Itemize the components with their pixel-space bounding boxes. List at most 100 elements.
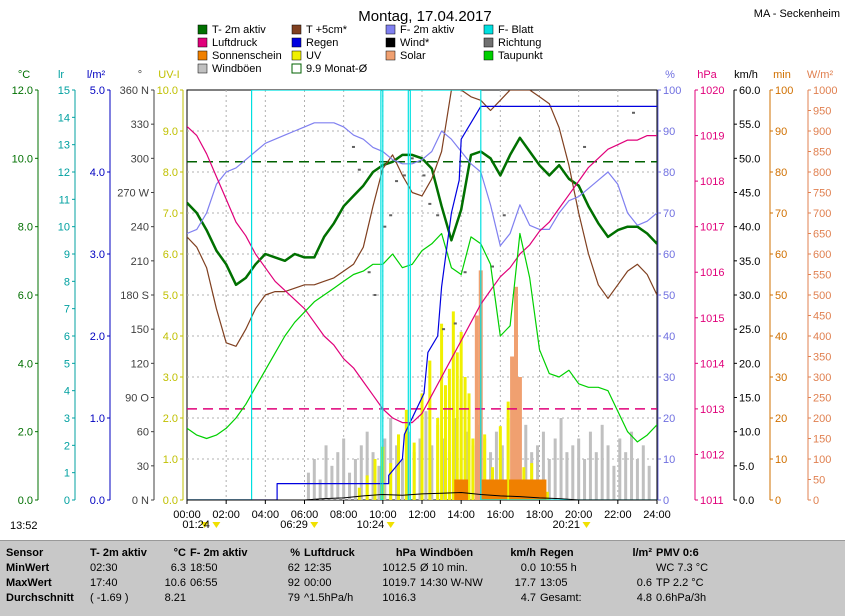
bar-sonnenschein	[516, 479, 523, 500]
y-tick-label: 330	[131, 119, 149, 131]
y-tick-label: 1016	[700, 267, 724, 279]
bar-windb-en	[383, 438, 387, 500]
y-tick-label: 10	[58, 222, 70, 234]
stats-col-pressure-unit: hPa	[395, 546, 416, 559]
y-tick-label: 13	[58, 140, 70, 152]
y-tick-label: 0 N	[132, 495, 149, 507]
y-tick-label: 360 N	[120, 85, 149, 97]
y-tick-label: 80	[663, 167, 675, 179]
y-tick-label: 5.0	[90, 85, 105, 97]
bar-solar	[514, 286, 518, 500]
bar-windb-en	[312, 459, 316, 500]
y-tick-label: 150	[813, 434, 831, 446]
y-tick-label: 300	[131, 153, 149, 165]
legend-swatch	[385, 50, 396, 61]
axis-unit-label: %	[665, 69, 675, 81]
y-tick-label: 750	[813, 188, 831, 200]
bar-uv	[373, 459, 377, 500]
bar-solar	[510, 356, 515, 500]
y-tick-label: 1012	[700, 449, 724, 461]
legend-label: UV	[306, 50, 322, 62]
bar-uv	[428, 360, 432, 500]
series-t-5cm-	[187, 90, 657, 347]
bar-windb-en	[641, 445, 645, 500]
stats-col-humidity-unit: %	[290, 546, 300, 559]
bar-uv	[412, 442, 416, 500]
stats-cell: 79	[287, 591, 300, 604]
y-tick-label: 1018	[700, 176, 724, 188]
y-tick-label: 100	[663, 85, 681, 97]
stats-cell: 02:30	[90, 561, 118, 574]
y-tick-label: 270 W	[117, 188, 149, 200]
stats-row-min: MinWert 02:30 6.3 18:50 62 12:35 1012.5 …	[4, 560, 738, 575]
y-tick-label: 90	[663, 126, 675, 138]
y-tick-label: 0	[775, 495, 781, 507]
legend-label: Windböen	[212, 63, 262, 75]
legend-label: Regen	[306, 37, 338, 49]
y-tick-label: 8.0	[163, 167, 178, 179]
legend-swatch	[385, 24, 396, 35]
bar-uv	[483, 434, 487, 500]
legend-label: F- Blatt	[498, 24, 533, 36]
y-tick-label: 20.0	[739, 358, 760, 370]
bar-uv	[389, 463, 393, 500]
stats-cell: MaxWert	[6, 576, 52, 589]
stats-cell	[616, 560, 654, 575]
axis-unit-label: lr	[58, 69, 64, 81]
series-wind-	[187, 492, 657, 500]
legend-label: T- 2m aktiv	[212, 24, 266, 36]
legend-swatch	[197, 63, 208, 74]
stats-cell: 1012.5	[382, 561, 416, 574]
stats-cell: 12:35	[304, 561, 332, 574]
direction-point	[373, 294, 377, 296]
direction-point	[367, 271, 371, 274]
y-tick-label: 400	[813, 331, 831, 343]
stats-col-gusts-unit: km/h	[510, 546, 536, 559]
y-tick-label: 550	[813, 270, 831, 282]
stats-cell: Durchschnitt	[6, 591, 74, 604]
stats-cell: Gesamt:	[540, 591, 582, 604]
y-tick-label: 1000	[813, 85, 837, 97]
y-tick-label: 4	[64, 386, 70, 398]
y-tick-label: 20	[663, 413, 675, 425]
y-tick-label: 10.0	[157, 85, 178, 97]
x-tick-label: 12:00	[408, 509, 436, 521]
y-tick-label: 8	[64, 276, 70, 288]
y-tick-label: 10	[775, 454, 787, 466]
bar-windb-en	[559, 418, 563, 500]
axis-unit-label: l/m²	[87, 69, 106, 81]
y-tick-label: 30	[663, 372, 675, 384]
y-tick-label: 1011	[700, 495, 724, 507]
x-tick-label: 10:00	[369, 509, 397, 521]
bar-windb-en	[577, 438, 581, 500]
stats-cell: 17.7	[514, 576, 536, 589]
y-tick-label: 9.0	[163, 126, 178, 138]
bar-uv	[498, 426, 502, 500]
bar-windb-en	[494, 431, 498, 500]
direction-point	[428, 202, 432, 205]
y-tick-label: 50	[813, 475, 825, 487]
x-tick-label: 14:00	[447, 509, 475, 521]
legend-swatch	[385, 37, 396, 48]
bar-sonnenschein	[497, 479, 504, 500]
bar-sonnenschein	[532, 479, 539, 500]
y-tick-label: 7	[64, 304, 70, 316]
bar-sonnenschein	[509, 479, 516, 500]
stats-col-gusts: Windböen	[420, 546, 474, 559]
y-tick-label: 0.0	[739, 495, 754, 507]
axis-unit-label: km/h	[734, 69, 758, 81]
direction-point	[436, 214, 440, 217]
legend-swatch	[291, 63, 302, 74]
annotation-marker	[386, 522, 395, 528]
y-tick-label: 30	[775, 372, 787, 384]
bar-uv	[451, 311, 455, 500]
y-tick-label: 55.0	[739, 119, 760, 131]
y-tick-label: 0	[813, 495, 819, 507]
stats-col-humidity: F- 2m aktiv	[190, 546, 248, 559]
bar-windb-en	[606, 445, 610, 500]
bar-windb-en	[524, 424, 528, 500]
x-tick-label: 20:00	[565, 509, 593, 521]
bar-solar	[474, 315, 479, 500]
annotation-marker	[200, 522, 209, 528]
x-tick-label: 00:00	[173, 509, 201, 521]
